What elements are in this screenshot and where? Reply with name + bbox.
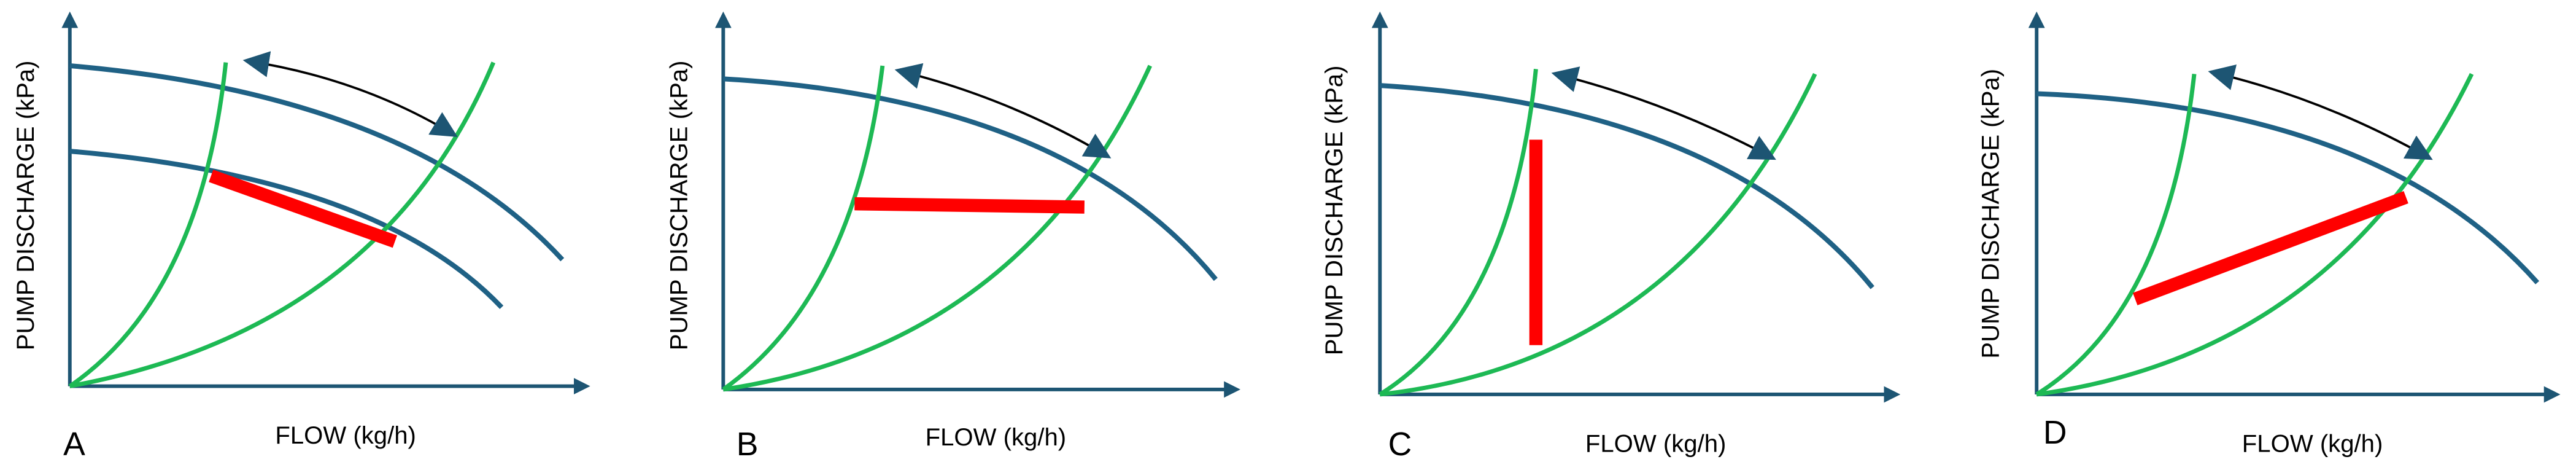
pump-curve <box>1380 83 1874 289</box>
panel-c: PUMP DISCHARGE (kPa) FLOW (kg/h) C <box>1320 11 1901 463</box>
operating-range <box>854 197 1085 214</box>
panel-letter: B <box>737 426 759 463</box>
operating-range <box>2132 190 2408 305</box>
double-arrow <box>242 51 458 138</box>
panel-b: PUMP DISCHARGE (kPa) FLOW (kg/h) B <box>665 11 1240 463</box>
panel-d: PUMP DISCHARGE (kPa) FLOW (kg/h) D <box>1977 11 2561 458</box>
pump-curve <box>2036 91 2540 284</box>
y-label: PUMP DISCHARGE (kPa) <box>665 60 693 350</box>
double-arrow <box>2208 65 2433 160</box>
system-curve <box>2035 73 2197 396</box>
x-label: FLOW (kg/h) <box>926 423 1067 451</box>
system-curve <box>1379 68 1538 396</box>
panel-letter: D <box>2043 415 2067 451</box>
system-curve <box>722 65 885 391</box>
x-label: FLOW (kg/h) <box>2242 430 2383 458</box>
pump-curve <box>69 63 565 262</box>
panel-a: PUMP DISCHARGE (kPa) FLOW (kg/h) A <box>12 11 590 463</box>
system-curve <box>69 61 496 389</box>
double-arrow <box>894 63 1112 159</box>
y-label: PUMP DISCHARGE (kPa) <box>12 60 39 350</box>
x-label: FLOW (kg/h) <box>1585 430 1727 458</box>
pump-curve <box>723 76 1218 281</box>
y-label: PUMP DISCHARGE (kPa) <box>1977 69 2005 359</box>
x-label: FLOW (kg/h) <box>275 421 416 449</box>
y-label: PUMP DISCHARGE (kPa) <box>1320 66 1348 356</box>
operating-range <box>209 170 397 248</box>
panel-letter: C <box>1388 426 1412 463</box>
double-arrow <box>1551 66 1776 160</box>
panel-letter: A <box>63 426 85 463</box>
system-curve <box>722 65 1152 392</box>
pump-curve <box>69 149 504 309</box>
system-curve <box>68 62 228 388</box>
